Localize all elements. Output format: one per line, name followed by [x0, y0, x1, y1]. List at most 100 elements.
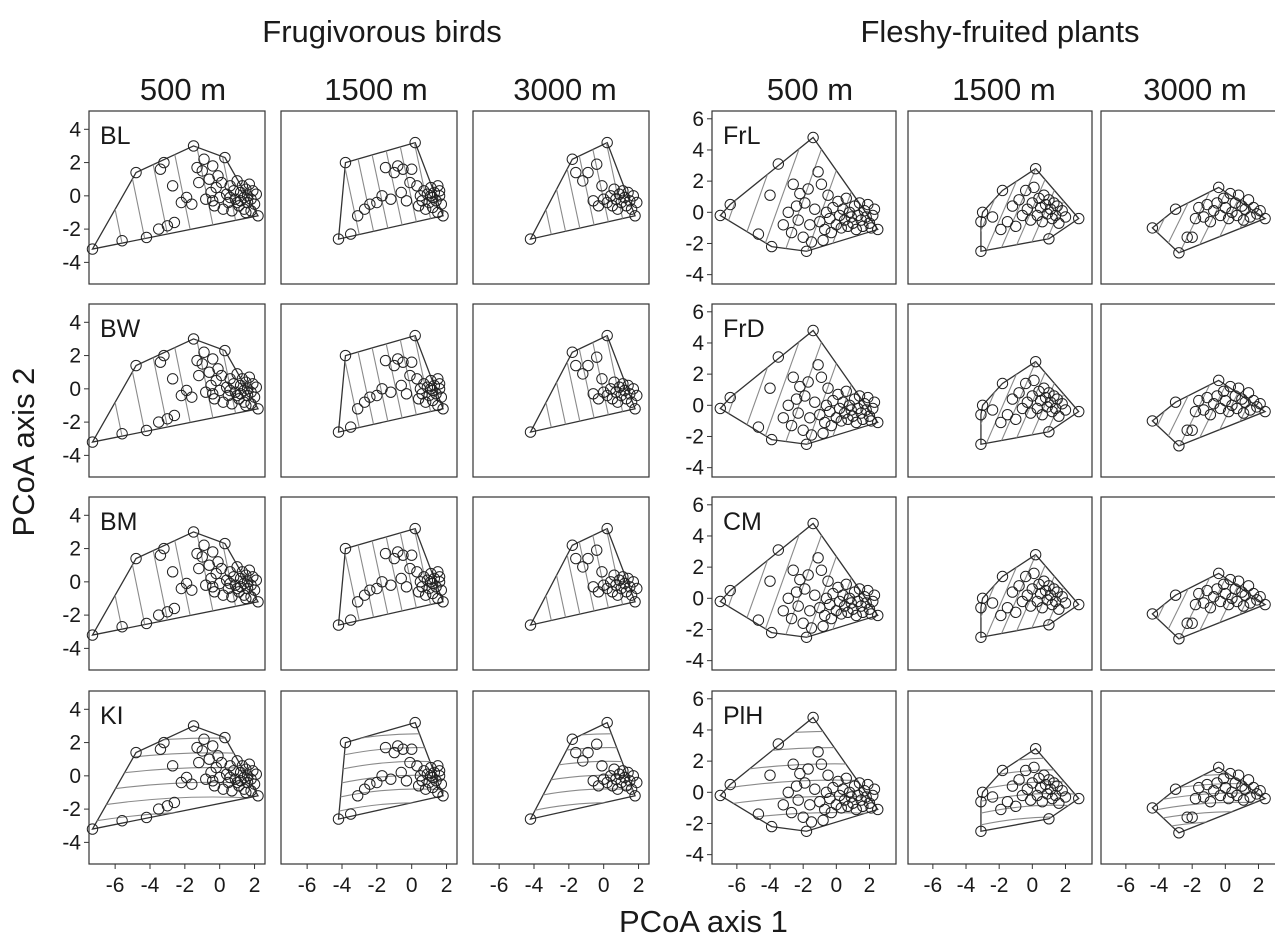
sample-point [332, 813, 345, 825]
sample-point [863, 797, 876, 809]
sample-point [404, 562, 416, 575]
sample-point [1169, 396, 1182, 408]
sample-point [782, 786, 794, 799]
contour-line [346, 142, 383, 240]
contour-line [1212, 380, 1266, 446]
sample-point [1189, 212, 1202, 225]
sample-point [433, 765, 446, 777]
sample-point [570, 359, 582, 372]
contour-lines [338, 142, 443, 240]
sample-point [1237, 794, 1250, 806]
convex-hull [980, 167, 1080, 253]
sample-point [566, 539, 579, 551]
contour-line [999, 554, 1064, 638]
panel-birds-bl-1500m [280, 110, 458, 285]
y-tick-label: 0 [69, 378, 81, 401]
contour-line [1152, 573, 1196, 639]
sample-point [1073, 598, 1085, 611]
contour-line [530, 774, 636, 789]
contour-line [92, 737, 259, 752]
y-tick-label: 0 [692, 394, 704, 417]
contour-line [338, 760, 444, 775]
sample-point [872, 416, 884, 429]
sample-point [395, 766, 407, 779]
sample-point [1236, 780, 1248, 792]
sample-point [240, 592, 252, 605]
y-tick-label: 0 [692, 781, 704, 804]
contour-line [141, 145, 178, 250]
sample-point [840, 192, 852, 204]
sample-point [872, 803, 884, 816]
sample-point [617, 765, 629, 777]
x-tick-label: -2 [175, 874, 194, 897]
sample-point [777, 605, 789, 617]
convex-hull [529, 721, 636, 821]
sample-point [995, 416, 1007, 429]
sample-point [364, 198, 376, 210]
panel-frame [1100, 496, 1275, 671]
sample-point [196, 745, 208, 757]
y-tick-label: -4 [685, 457, 704, 480]
sample-point [1224, 187, 1236, 200]
sample-point [1181, 424, 1193, 436]
contour-line [1027, 554, 1079, 638]
sample-point [1006, 780, 1019, 792]
x-tick-label: 0 [214, 874, 226, 897]
sample-point [219, 344, 231, 357]
contour-line [980, 361, 1036, 445]
sample-point [850, 416, 862, 429]
sample-point [1146, 608, 1159, 620]
sample-point [868, 783, 881, 795]
sample-point [385, 579, 397, 591]
contour-line [553, 528, 590, 626]
sample-point [975, 825, 987, 837]
x-tick-label: 2 [1060, 874, 1072, 897]
contour-line [568, 142, 605, 240]
sample-point [627, 770, 640, 782]
sample-point [409, 136, 421, 149]
sample-point [577, 368, 589, 380]
sample-point [220, 381, 233, 393]
contour-line [980, 804, 1079, 818]
y-tick-label: -4 [685, 844, 704, 867]
sample-point [130, 746, 142, 759]
sample-point [1010, 800, 1022, 813]
sample-point [785, 419, 798, 432]
panel-plants-frd-500m: FrD -4 -2 0 2 4 6 [685, 301, 897, 480]
sample-point [815, 758, 828, 770]
sample-point [995, 223, 1007, 236]
contour-line [391, 142, 428, 240]
contour-line [118, 531, 155, 636]
sample-point [186, 391, 198, 403]
contour-lines [1152, 573, 1266, 639]
sample-point [200, 386, 212, 398]
sample-point [782, 592, 794, 605]
sample-point [116, 428, 128, 440]
sample-point [800, 631, 813, 643]
sample-point [168, 602, 181, 615]
sample-point [591, 158, 603, 170]
sample-point [1173, 440, 1185, 452]
sample-point [787, 758, 799, 770]
sample-point [116, 235, 128, 247]
sample-point [1029, 742, 1042, 755]
sample-point [1247, 394, 1260, 407]
contour-line [1163, 380, 1228, 446]
sample-point [724, 391, 736, 404]
y-tick-label: 2 [69, 732, 81, 755]
sample-point [1259, 598, 1271, 611]
sample-point [409, 329, 421, 342]
sample-point [777, 799, 789, 811]
sample-point [629, 403, 641, 415]
sample-point [395, 379, 407, 392]
sample-point [566, 346, 579, 358]
sample-point [804, 605, 816, 617]
sample-point [187, 333, 200, 345]
convex-hull [529, 141, 636, 241]
y-tick-label: 2 [69, 538, 81, 561]
sample-point [1029, 548, 1042, 561]
sample-point [785, 806, 798, 819]
sample-point [764, 382, 776, 394]
contour-line [795, 523, 860, 638]
contour-line [346, 335, 383, 433]
